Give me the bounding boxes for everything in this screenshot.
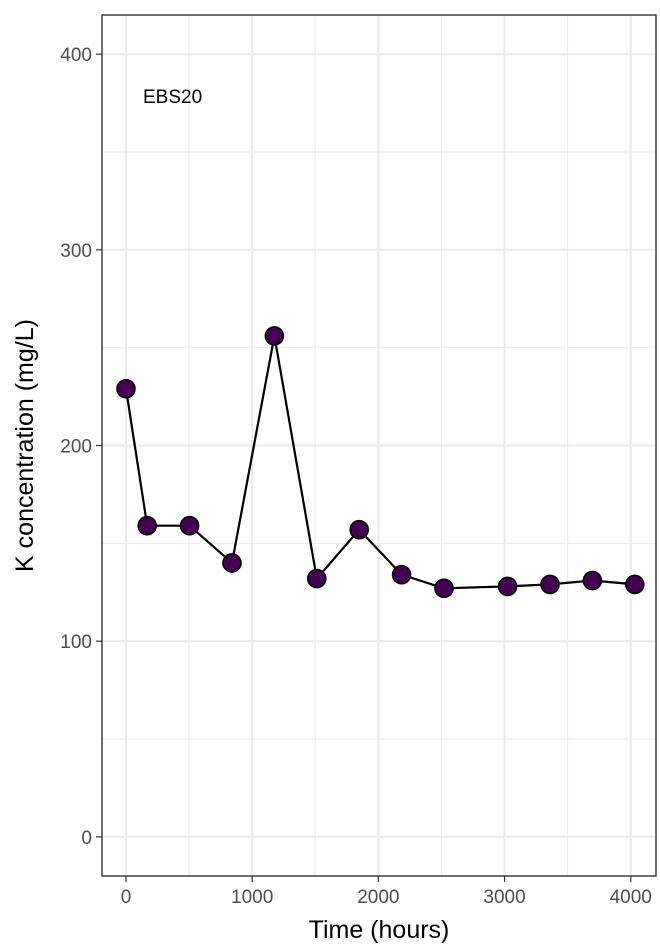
x-tick-label: 0: [121, 887, 132, 908]
data-point: [264, 326, 285, 346]
y-tick-label: 0: [81, 828, 92, 849]
x-tick-label: 4000: [610, 887, 652, 908]
y-tick-label: 100: [60, 632, 92, 653]
y-tick-label: 400: [60, 45, 92, 66]
data-point: [222, 553, 242, 573]
y-tick-label: 300: [60, 241, 92, 262]
grid-major: [102, 15, 656, 876]
axis-ticks: [96, 53, 632, 882]
series-line: [124, 335, 635, 590]
data-point: [434, 578, 454, 599]
tick-labels: 0 1000 2000 3000 4000 0 100 200 300 400: [60, 45, 652, 908]
panel-annotation: EBS20: [143, 87, 202, 108]
x-axis-title: Time (hours): [309, 916, 450, 944]
series: [124, 335, 635, 590]
data-point: [497, 576, 518, 597]
x-tick-label: 3000: [483, 887, 525, 908]
data-point: [137, 515, 157, 536]
y-tick-label: 200: [60, 437, 92, 458]
x-tick-label: 2000: [357, 887, 399, 908]
points: [116, 326, 645, 599]
x-tick-label: 1000: [231, 887, 273, 908]
data-point: [116, 378, 136, 399]
data-point: [179, 515, 200, 536]
data-point: [582, 570, 603, 591]
y-axis-title: K concentration (mg/L): [11, 319, 39, 572]
data-point: [349, 519, 369, 540]
data-point: [540, 574, 560, 595]
data-point: [391, 564, 412, 585]
data-point: [306, 568, 327, 589]
data-point: [624, 574, 645, 595]
